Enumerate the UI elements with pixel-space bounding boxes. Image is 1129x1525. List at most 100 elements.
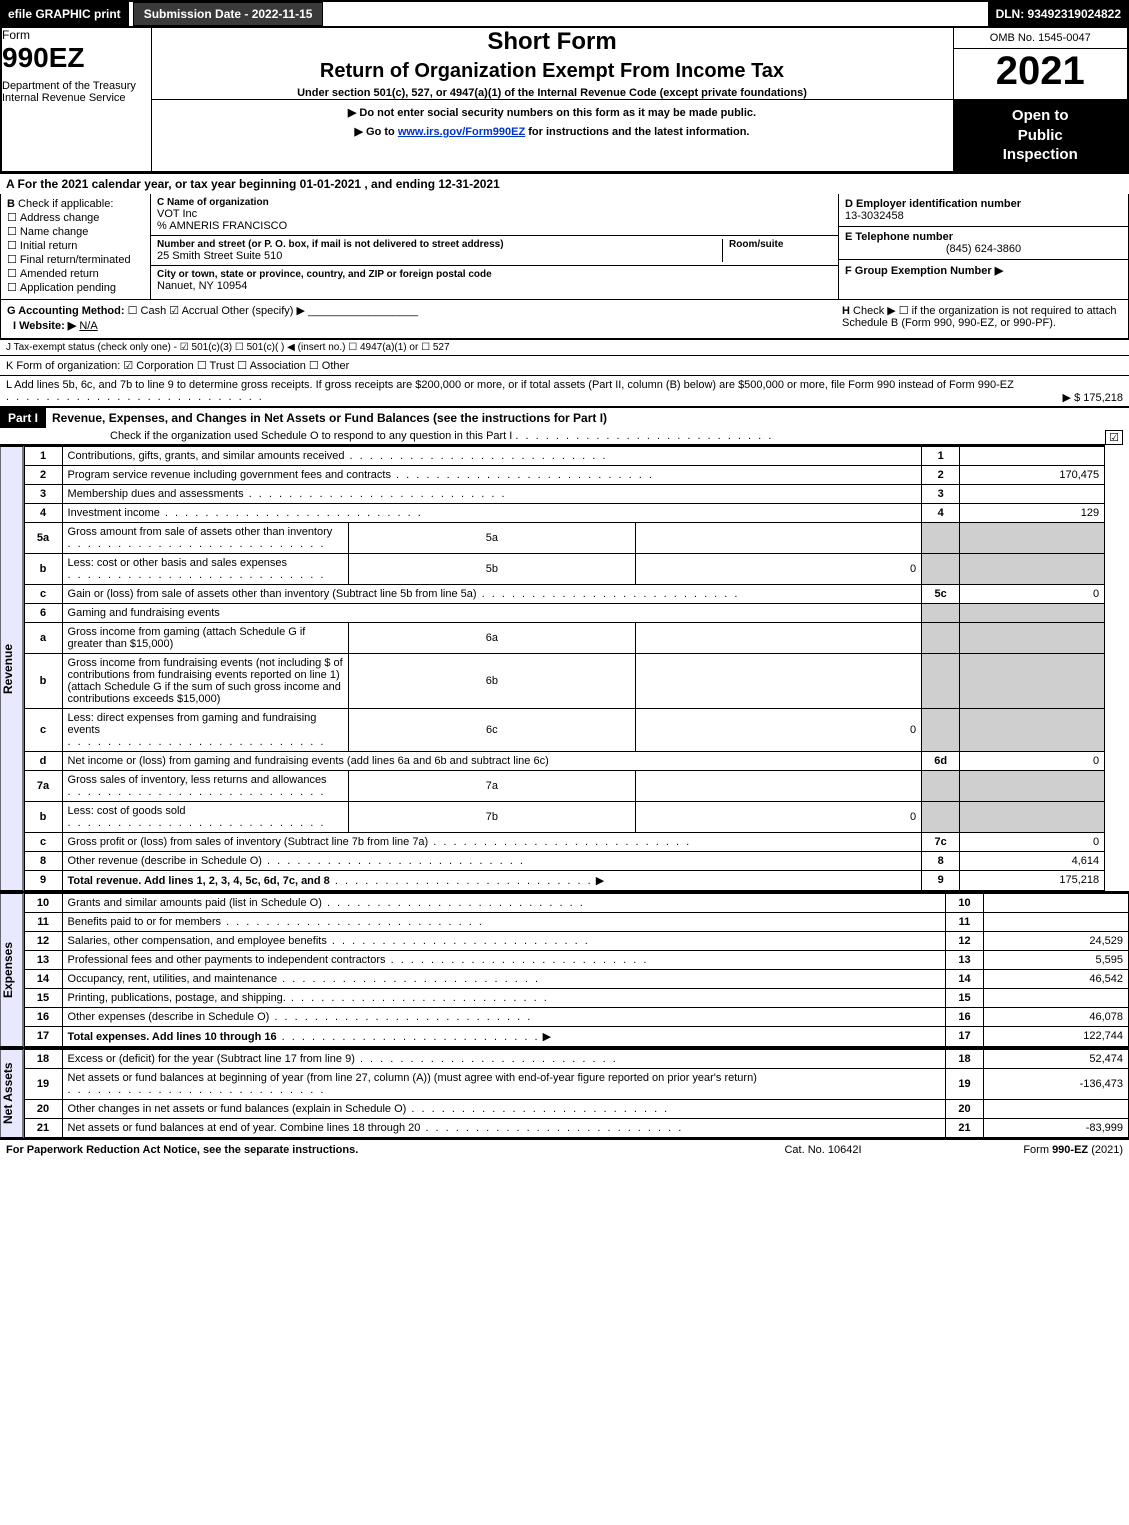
a3 <box>960 484 1105 503</box>
sh6b <box>922 653 960 708</box>
sec-def-block: D Employer identification number 13-3032… <box>838 194 1128 299</box>
d3: Membership dues and assessments <box>68 488 244 500</box>
l-amount: ▶ $ 175,218 <box>1063 391 1123 404</box>
part1-check-text: Check if the organization used Schedule … <box>110 430 512 442</box>
chk-address-change[interactable]: ☐ Address change <box>7 211 144 224</box>
a19: -136,473 <box>984 1068 1129 1099</box>
d5a: Gross amount from sale of assets other t… <box>68 526 333 538</box>
a10 <box>984 893 1129 912</box>
open2: Public <box>958 126 1124 146</box>
chk-label-4: Amended return <box>20 268 99 280</box>
g-other-label: Other (specify) ▶ <box>221 305 305 317</box>
d8: Other revenue (describe in Schedule O) <box>68 855 262 867</box>
top-bar: efile GRAPHIC print Submission Date - 20… <box>0 0 1129 26</box>
return-title: Return of Organization Exempt From Incom… <box>152 60 953 83</box>
s7b: 7b <box>349 801 636 832</box>
n19: 19 <box>24 1068 62 1099</box>
g-label: G Accounting Method: <box>7 305 125 317</box>
r13: 13 <box>946 950 984 969</box>
n18: 18 <box>24 1049 62 1068</box>
sh6a <box>922 622 960 653</box>
chk-initial-return[interactable]: ☐ Initial return <box>7 239 144 252</box>
dln-label: DLN: 93492319024822 <box>988 2 1129 26</box>
s7a: 7a <box>349 770 636 801</box>
g-cash[interactable]: ☐ Cash <box>128 305 167 317</box>
line-16: 16Other expenses (describe in Schedule O… <box>24 1007 1128 1026</box>
g-accrual[interactable]: ☑ Accrual <box>169 305 218 317</box>
phone-value: (845) 624-3860 <box>845 243 1122 255</box>
header-center-notes: ▶ Do not enter social security numbers o… <box>151 100 953 172</box>
n4: 4 <box>24 503 62 522</box>
page-footer: For Paperwork Reduction Act Notice, see … <box>0 1138 1129 1160</box>
sv7b: 0 <box>635 801 922 832</box>
a13: 5,595 <box>984 950 1129 969</box>
header-left-cell: Form 990EZ Department of the Treasury In… <box>1 27 151 172</box>
footer-right: Form 990-EZ (2021) <box>923 1144 1123 1156</box>
line-7a: 7aGross sales of inventory, less returns… <box>24 770 1105 801</box>
identity-block: B Check if applicable: ☐ Address change … <box>0 194 1129 300</box>
r14: 14 <box>946 969 984 988</box>
row-a-taxyear: A For the 2021 calendar year, or tax yea… <box>0 173 1129 194</box>
r21: 21 <box>946 1118 984 1137</box>
n1: 1 <box>24 446 62 465</box>
g-other[interactable]: Other (specify) ▶ __________________ <box>221 305 418 317</box>
instructions-link-row: ▶ Go to www.irs.gov/Form990EZ for instru… <box>152 125 953 138</box>
room-label: Room/suite <box>729 239 832 250</box>
r4: 4 <box>922 503 960 522</box>
dots <box>6 391 264 403</box>
d4: Investment income <box>68 507 160 519</box>
sv6b <box>635 653 922 708</box>
tax-year: 2021 <box>954 49 1128 93</box>
line-8: 8Other revenue (describe in Schedule O)8… <box>24 851 1105 870</box>
care-of: % AMNERIS FRANCISCO <box>157 220 832 232</box>
sh5a <box>922 522 960 553</box>
spacer <box>323 2 987 26</box>
g-cash-label: Cash <box>141 305 167 317</box>
line-10: 10Grants and similar amounts paid (list … <box>24 893 1128 912</box>
line-21: 21 Net assets or fund balances at end of … <box>24 1118 1128 1137</box>
line-14: 14 Occupancy, rent, utilities, and mainte… <box>24 969 1128 988</box>
d6a: Gross income from gaming (attach Schedul… <box>68 626 306 650</box>
line-5c: cGain or (loss) from sale of assets othe… <box>24 584 1105 603</box>
d15: Printing, publications, postage, and shi… <box>68 992 286 1004</box>
city-value: Nanuet, NY 10954 <box>157 280 832 292</box>
efile-label[interactable]: efile GRAPHIC print <box>0 2 129 26</box>
part1-header-row: Part I Revenue, Expenses, and Changes in… <box>0 406 1129 428</box>
irs-link[interactable]: www.irs.gov/Form990EZ <box>398 126 525 138</box>
n7b: b <box>24 801 62 832</box>
a9: 175,218 <box>960 870 1105 890</box>
chk-amended-return[interactable]: ☐ Amended return <box>7 267 144 280</box>
d21: Net assets or fund balances at end of ye… <box>68 1122 421 1134</box>
r7c: 7c <box>922 832 960 851</box>
chk-label-0: Address change <box>20 212 100 224</box>
b-letter: B <box>7 198 15 210</box>
l-text: L Add lines 5b, 6c, and 7b to line 9 to … <box>6 379 1014 391</box>
d13: Professional fees and other payments to … <box>68 954 386 966</box>
sec-b-checkboxes: B Check if applicable: ☐ Address change … <box>1 194 151 299</box>
part1-checkbox[interactable]: ☑ <box>1105 430 1123 445</box>
sha6a <box>960 622 1105 653</box>
sec-c-block: C Name of organization VOT Inc % AMNERIS… <box>151 194 838 299</box>
sh7b <box>922 801 960 832</box>
r1: 1 <box>922 446 960 465</box>
sec-h: H Check ▶ ☐ if the organization is not r… <box>832 304 1122 334</box>
open3: Inspection <box>958 145 1124 165</box>
omb-number: OMB No. 1545-0047 <box>954 28 1128 49</box>
chk-name-change[interactable]: ☐ Name change <box>7 225 144 238</box>
s5b: 5b <box>349 553 636 584</box>
a1 <box>960 446 1105 465</box>
n2: 2 <box>24 465 62 484</box>
r9: 9 <box>922 870 960 890</box>
d14: Occupancy, rent, utilities, and maintena… <box>68 973 278 985</box>
chk-final-return[interactable]: ☐ Final return/terminated <box>7 253 144 266</box>
n9: 9 <box>24 870 62 890</box>
netassets-section: Net Assets 18Excess or (deficit) for the… <box>0 1047 1129 1138</box>
a4: 129 <box>960 503 1105 522</box>
r18: 18 <box>946 1049 984 1068</box>
note2-post: for instructions and the latest informat… <box>525 126 749 138</box>
r16: 16 <box>946 1007 984 1026</box>
r15: 15 <box>946 988 984 1007</box>
g-accrual-label: Accrual <box>182 305 219 317</box>
n6a: a <box>24 622 62 653</box>
chk-application-pending[interactable]: ☐ Application pending <box>7 281 144 294</box>
